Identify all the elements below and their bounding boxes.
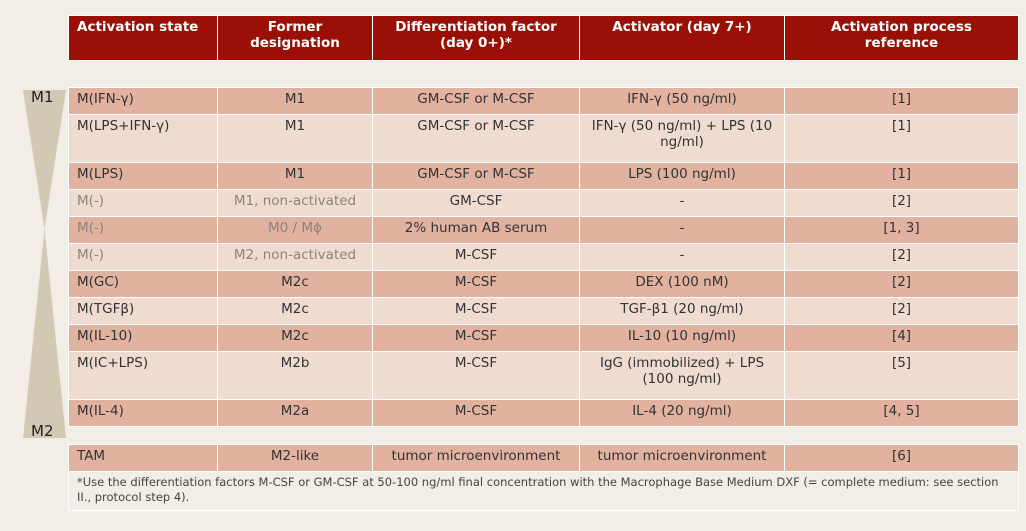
table-row: M(-) M1, non-activated GM-CSF - [2] bbox=[68, 189, 1019, 217]
table-row: M(IL-4) M2a M-CSF IL-4 (20 ng/ml) [4, 5] bbox=[68, 399, 1019, 427]
cell-former-designation: M1 bbox=[217, 114, 373, 163]
cell-activator: IgG (immobilized) + LPS (100 ng/ml) bbox=[579, 351, 785, 400]
spacer-cell bbox=[68, 426, 1019, 445]
table-row: TAM M2-like tumor microenvironment tumor mi… bbox=[68, 444, 1019, 472]
cell-activation-state: TAM bbox=[68, 444, 218, 472]
cell-reference: [2] bbox=[784, 297, 1019, 325]
spacer-cell bbox=[68, 60, 1019, 88]
table-row: M(-) M2, non-activated M-CSF - [2] bbox=[68, 243, 1019, 271]
table-row: M(IC+LPS) M2b M-CSF IgG (immobilized) + LPS… bbox=[68, 351, 1019, 400]
cell-activator: TGF-β1 (20 ng/ml) bbox=[579, 297, 785, 325]
cell-reference: [5] bbox=[784, 351, 1019, 400]
table-row: M(IL-10) M2c M-CSF IL-10 (10 ng/ml) [4] bbox=[68, 324, 1019, 352]
cell-former-designation: M2, non-activated bbox=[217, 243, 373, 271]
cell-activation-state: M(TGFβ) bbox=[68, 297, 218, 325]
m1-m2-spectrum-hourglass bbox=[23, 90, 66, 438]
cell-reference: [1, 3] bbox=[784, 216, 1019, 244]
cell-differentiation-factor: 2% human AB serum bbox=[372, 216, 580, 244]
cell-activation-state: M(IL-10) bbox=[68, 324, 218, 352]
table-row: M(GC) M2c M-CSF DEX (100 nM) [2] bbox=[68, 270, 1019, 298]
cell-differentiation-factor: GM-CSF bbox=[372, 189, 580, 217]
cell-reference: [1] bbox=[784, 114, 1019, 163]
cell-former-designation: M2c bbox=[217, 324, 373, 352]
cell-activation-state: M(IFN-γ) bbox=[68, 87, 218, 115]
spacer-row bbox=[68, 426, 1019, 445]
cell-reference: [2] bbox=[784, 243, 1019, 271]
m1-scale-label: M1 bbox=[31, 88, 54, 106]
cell-differentiation-factor: GM-CSF or M-CSF bbox=[372, 87, 580, 115]
cell-former-designation: M1, non-activated bbox=[217, 189, 373, 217]
table-row: M(TGFβ) M2c M-CSF TGF-β1 (20 ng/ml) [2] bbox=[68, 297, 1019, 325]
cell-activator: - bbox=[579, 243, 785, 271]
macrophage-activation-table: Activation state Former designation Diff… bbox=[68, 15, 1019, 511]
cell-activator: DEX (100 nM) bbox=[579, 270, 785, 298]
cell-differentiation-factor: M-CSF bbox=[372, 270, 580, 298]
cell-activator: IFN-γ (50 ng/ml) + LPS (10 ng/ml) bbox=[579, 114, 785, 163]
cell-activation-state: M(-) bbox=[68, 243, 218, 271]
cell-activation-state: M(-) bbox=[68, 216, 218, 244]
cell-reference: [4, 5] bbox=[784, 399, 1019, 427]
table-row: M(LPS) M1 GM-CSF or M-CSF LPS (100 ng/ml) [1… bbox=[68, 162, 1019, 190]
footnote-row: *Use the differentiation factors M-CSF o… bbox=[68, 471, 1019, 511]
table-row: M(-) M0 / Mϕ 2% human AB serum - [1, 3] bbox=[68, 216, 1019, 244]
cell-activation-state: M(-) bbox=[68, 189, 218, 217]
cell-former-designation: M2c bbox=[217, 270, 373, 298]
header-differentiation-factor: Differentiation factor (day 0+)* bbox=[372, 15, 580, 61]
cell-former-designation: M0 / Mϕ bbox=[217, 216, 373, 244]
cell-former-designation: M1 bbox=[217, 87, 373, 115]
cell-activation-state: M(IC+LPS) bbox=[68, 351, 218, 400]
cell-activator: - bbox=[579, 216, 785, 244]
header-activation-state: Activation state bbox=[68, 15, 218, 61]
cell-activator: IL-10 (10 ng/ml) bbox=[579, 324, 785, 352]
m2-scale-label: M2 bbox=[31, 422, 54, 440]
cell-activation-state: M(GC) bbox=[68, 270, 218, 298]
header-reference: Activation process reference bbox=[784, 15, 1019, 61]
cell-activation-state: M(IL-4) bbox=[68, 399, 218, 427]
cell-activator: IL-4 (20 ng/ml) bbox=[579, 399, 785, 427]
cell-activator: IFN-γ (50 ng/ml) bbox=[579, 87, 785, 115]
cell-reference: [2] bbox=[784, 189, 1019, 217]
cell-activation-state: M(LPS+IFN-γ) bbox=[68, 114, 218, 163]
cell-reference: [1] bbox=[784, 162, 1019, 190]
header-former-designation: Former designation bbox=[217, 15, 373, 61]
cell-activation-state: M(LPS) bbox=[68, 162, 218, 190]
cell-differentiation-factor: GM-CSF or M-CSF bbox=[372, 162, 580, 190]
cell-former-designation: M2-like bbox=[217, 444, 373, 472]
cell-former-designation: M2a bbox=[217, 399, 373, 427]
cell-reference: [2] bbox=[784, 270, 1019, 298]
cell-reference: [6] bbox=[784, 444, 1019, 472]
table-row: M(IFN-γ) M1 GM-CSF or M-CSF IFN-γ (50 ng/ml… bbox=[68, 87, 1019, 115]
cell-differentiation-factor: M-CSF bbox=[372, 324, 580, 352]
cell-activator: LPS (100 ng/ml) bbox=[579, 162, 785, 190]
cell-reference: [1] bbox=[784, 87, 1019, 115]
cell-differentiation-factor: M-CSF bbox=[372, 351, 580, 400]
cell-former-designation: M2c bbox=[217, 297, 373, 325]
spacer-row bbox=[68, 60, 1019, 88]
cell-reference: [4] bbox=[784, 324, 1019, 352]
cell-differentiation-factor: M-CSF bbox=[372, 243, 580, 271]
cell-differentiation-factor: GM-CSF or M-CSF bbox=[372, 114, 580, 163]
cell-differentiation-factor: M-CSF bbox=[372, 297, 580, 325]
cell-differentiation-factor: M-CSF bbox=[372, 399, 580, 427]
table-row: M(LPS+IFN-γ) M1 GM-CSF or M-CSF IFN-γ (50 n… bbox=[68, 114, 1019, 163]
cell-former-designation: M2b bbox=[217, 351, 373, 400]
cell-former-designation: M1 bbox=[217, 162, 373, 190]
table-header-row: Activation state Former designation Diff… bbox=[68, 15, 1019, 61]
footnote: *Use the differentiation factors M-CSF o… bbox=[68, 471, 1019, 511]
cell-differentiation-factor: tumor microenvironment bbox=[372, 444, 580, 472]
cell-activator: tumor microenvironment bbox=[579, 444, 785, 472]
header-activator: Activator (day 7+) bbox=[579, 15, 785, 61]
cell-activator: - bbox=[579, 189, 785, 217]
